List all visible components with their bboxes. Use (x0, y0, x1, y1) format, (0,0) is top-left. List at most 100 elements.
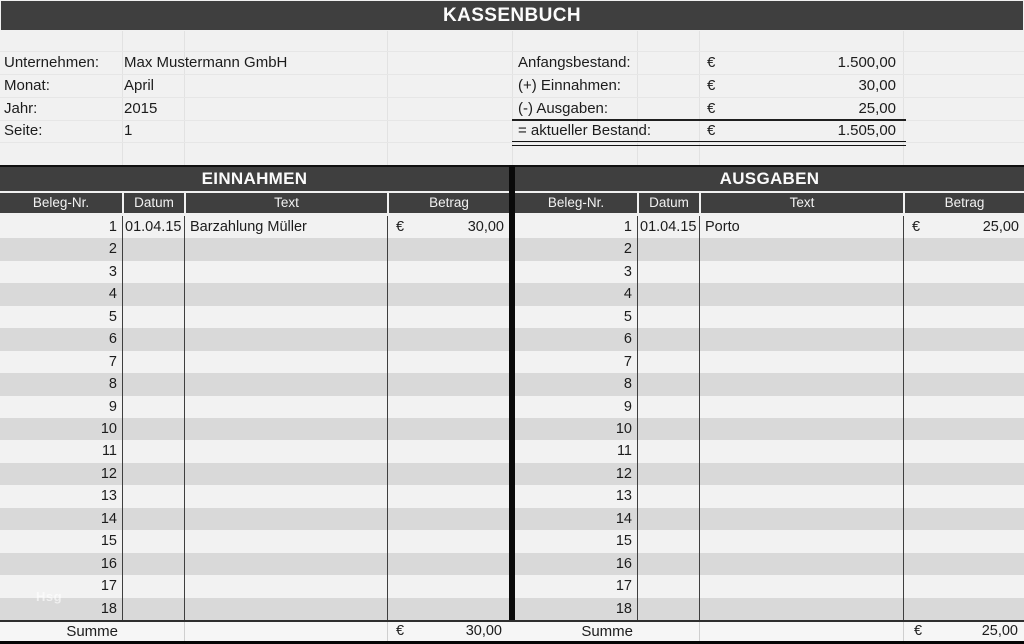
cell-betrag[interactable] (387, 575, 509, 598)
cell-betrag[interactable] (903, 238, 1024, 261)
cell-datum[interactable] (122, 328, 184, 351)
cell-beleg-nr[interactable]: 8 (623, 376, 632, 393)
cell-text[interactable] (699, 575, 903, 598)
cell-text[interactable] (699, 552, 903, 576)
cell-text[interactable] (184, 418, 387, 441)
cell-beleg-nr[interactable]: 16 (100, 555, 117, 572)
cell-beleg-nr[interactable]: 15 (100, 533, 117, 550)
cell-beleg-nr[interactable]: 4 (108, 286, 117, 303)
cell-betrag[interactable] (387, 305, 509, 329)
cell-beleg-nr[interactable]: 18 (100, 600, 117, 617)
cell-beleg-nr[interactable]: 15 (615, 533, 632, 550)
cell-betrag[interactable]: € 30,00 (387, 216, 509, 239)
cell-datum[interactable] (637, 575, 699, 598)
cell-betrag[interactable]: € 25,00 (903, 216, 1024, 239)
cell-betrag[interactable] (903, 462, 1024, 486)
cell-betrag[interactable] (387, 440, 509, 463)
cell-beleg-nr[interactable]: 10 (615, 421, 632, 437)
cell-datum[interactable]: 01.04.15 (637, 216, 699, 239)
cell-beleg-nr[interactable]: 17 (100, 578, 117, 595)
cell-betrag[interactable] (387, 597, 509, 620)
cell-beleg-nr[interactable]: 13 (615, 488, 632, 505)
cell-beleg-nr[interactable]: 14 (615, 510, 632, 527)
cell-beleg-nr[interactable]: 14 (100, 510, 117, 527)
cell-betrag[interactable] (387, 328, 509, 351)
cell-betrag[interactable] (387, 507, 509, 531)
cell-text[interactable] (184, 350, 387, 374)
value-jahr[interactable]: 2015 (124, 100, 158, 117)
cell-betrag[interactable] (903, 283, 1024, 306)
cell-datum[interactable] (637, 485, 699, 508)
cell-betrag[interactable] (387, 260, 509, 284)
cell-betrag[interactable] (903, 395, 1024, 418)
cell-betrag[interactable] (387, 350, 509, 374)
cell-datum[interactable] (122, 462, 184, 486)
cell-text[interactable] (699, 373, 903, 396)
cell-datum[interactable] (122, 485, 184, 508)
cell-beleg-nr[interactable]: 11 (101, 443, 117, 460)
cell-beleg-nr[interactable]: 6 (108, 331, 117, 348)
cell-text[interactable]: Barzahlung Müller (184, 216, 387, 239)
cell-text[interactable] (699, 462, 903, 486)
cell-text[interactable] (184, 373, 387, 396)
value-anfangsbestand[interactable]: € 1.500,00 (707, 52, 896, 74)
cell-datum[interactable] (122, 283, 184, 306)
cell-beleg-nr[interactable]: 9 (623, 398, 632, 415)
cell-datum[interactable] (637, 350, 699, 374)
cell-datum[interactable] (122, 440, 184, 463)
cell-text[interactable] (184, 575, 387, 598)
cell-text[interactable] (184, 485, 387, 508)
cell-betrag[interactable] (903, 530, 1024, 553)
cell-beleg-nr[interactable]: 1 (108, 219, 117, 235)
cell-betrag[interactable] (387, 283, 509, 306)
cell-text[interactable]: Porto (699, 216, 903, 239)
cell-datum[interactable] (122, 575, 184, 598)
cell-beleg-nr[interactable]: 5 (108, 308, 117, 325)
cell-beleg-nr[interactable]: 12 (615, 465, 632, 482)
cell-betrag[interactable] (903, 507, 1024, 531)
cell-datum[interactable] (637, 462, 699, 486)
cell-text[interactable] (184, 552, 387, 576)
cell-datum[interactable] (637, 283, 699, 306)
cell-betrag[interactable] (903, 350, 1024, 374)
cell-text[interactable] (184, 260, 387, 284)
summe-value-ausgaben[interactable]: € 25,00 (903, 622, 1022, 641)
cell-betrag[interactable] (387, 462, 509, 486)
cell-datum[interactable] (122, 530, 184, 553)
cell-text[interactable] (699, 597, 903, 620)
cell-text[interactable] (699, 283, 903, 306)
cell-betrag[interactable] (903, 575, 1024, 598)
cell-betrag[interactable] (903, 418, 1024, 441)
cell-beleg-nr[interactable]: 8 (108, 376, 117, 393)
cell-datum[interactable] (122, 507, 184, 531)
cell-text[interactable] (184, 395, 387, 418)
cell-datum[interactable] (637, 328, 699, 351)
summe-value-einnahmen[interactable]: € 30,00 (387, 622, 506, 641)
cell-datum[interactable] (637, 418, 699, 441)
cell-betrag[interactable] (387, 530, 509, 553)
cell-betrag[interactable] (903, 597, 1024, 620)
cell-datum[interactable] (637, 260, 699, 284)
cell-text[interactable] (699, 238, 903, 261)
value-monat[interactable]: April (124, 77, 155, 94)
cell-text[interactable] (699, 260, 903, 284)
cell-beleg-nr[interactable]: 17 (615, 578, 632, 595)
cell-datum[interactable] (637, 507, 699, 531)
cell-beleg-nr[interactable]: 7 (623, 353, 632, 370)
cell-beleg-nr[interactable]: 11 (616, 443, 632, 460)
cell-datum[interactable] (637, 373, 699, 396)
cell-text[interactable] (184, 530, 387, 553)
value-ausgaben-sum[interactable]: € 25,00 (707, 98, 896, 120)
cell-datum[interactable] (122, 350, 184, 374)
cell-datum[interactable] (122, 418, 184, 441)
cell-datum[interactable] (637, 530, 699, 553)
cell-betrag[interactable] (903, 373, 1024, 396)
cell-datum[interactable] (122, 305, 184, 329)
cell-betrag[interactable] (903, 328, 1024, 351)
cell-text[interactable] (184, 597, 387, 620)
cell-text[interactable] (184, 462, 387, 486)
cell-beleg-nr[interactable]: 18 (615, 600, 632, 617)
cell-text[interactable] (184, 328, 387, 351)
cell-beleg-nr[interactable]: 6 (623, 331, 632, 348)
cell-betrag[interactable] (903, 260, 1024, 284)
